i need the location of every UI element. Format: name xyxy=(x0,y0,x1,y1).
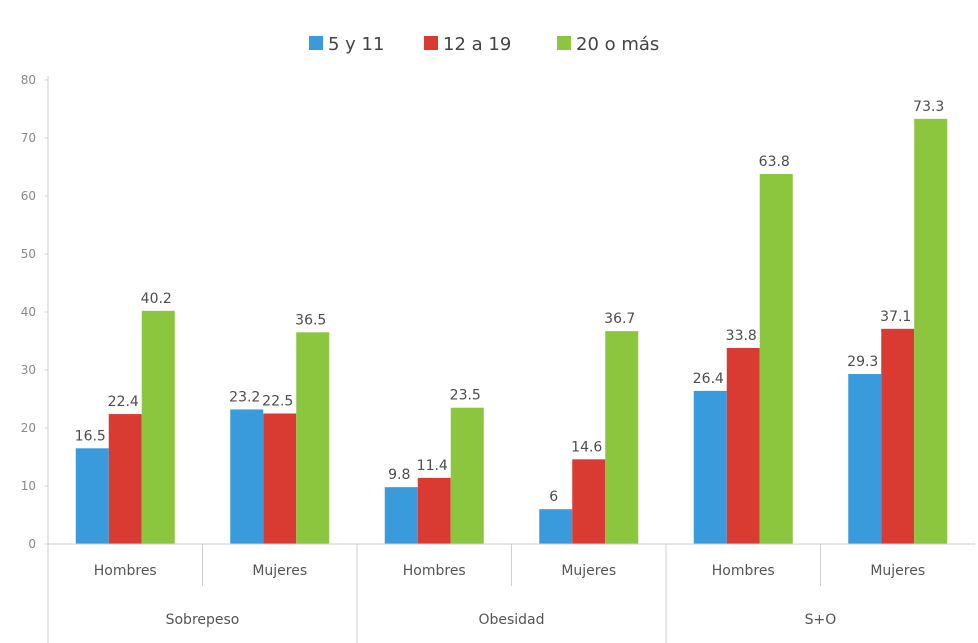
bar-2-2 xyxy=(263,413,297,544)
data-label-1-1: 16.5 xyxy=(75,428,106,444)
bar-1-3 xyxy=(384,487,418,544)
y-tick-label-0: 0 xyxy=(28,537,36,551)
y-axis: 0 10 20 30 40 50 60 70 80 xyxy=(21,73,49,643)
y-tick-label-60: 60 xyxy=(21,189,36,203)
bar-2-1 xyxy=(108,414,142,544)
bar-3-4 xyxy=(605,331,639,544)
data-label-2-6: 37.1 xyxy=(880,309,911,325)
data-label-3-6: 73.3 xyxy=(913,99,944,115)
legend-label-1: 5 y 11 xyxy=(328,34,384,55)
data-label-3-4: 36.7 xyxy=(604,311,635,327)
bar-1-1 xyxy=(75,448,109,544)
bar-3-5 xyxy=(759,173,793,544)
bar-1-6 xyxy=(848,374,882,544)
bar-3-3 xyxy=(450,407,484,544)
bar-1-2 xyxy=(230,409,264,544)
data-label-2-5: 33.8 xyxy=(726,328,757,344)
y-tick-label-80: 80 xyxy=(21,73,36,87)
data-label-3-2: 36.5 xyxy=(295,312,326,328)
data-label-1-2: 23.2 xyxy=(229,389,260,405)
y-tick-label-30: 30 xyxy=(21,363,36,377)
data-label-1-6: 29.3 xyxy=(847,354,878,370)
bars xyxy=(75,118,948,545)
bar-3-2 xyxy=(296,332,330,544)
x-axis: Hombres Mujeres Hombres Mujeres Hombres Mujer… xyxy=(48,543,975,643)
legend-swatch-3 xyxy=(557,36,571,50)
data-label-1-5: 26.4 xyxy=(693,371,724,387)
data-label-1-4: 6 xyxy=(549,489,558,505)
x-category-label-4: Mujeres xyxy=(561,563,616,579)
y-tick-label-10: 10 xyxy=(21,479,36,493)
x-category-label-3: Hombres xyxy=(403,563,466,579)
x-category-label-5: Hombres xyxy=(712,563,775,579)
y-tick-label-20: 20 xyxy=(21,421,36,435)
legend-swatch-2 xyxy=(424,36,438,50)
x-category-label-6: Mujeres xyxy=(870,563,925,579)
data-label-2-2: 22.5 xyxy=(262,394,293,410)
x-group-label-2: Obesidad xyxy=(478,612,544,628)
bar-1-5 xyxy=(693,390,727,544)
legend-swatch-1 xyxy=(309,36,323,50)
bar-2-4 xyxy=(572,459,606,544)
data-label-2-4: 14.6 xyxy=(571,439,602,455)
bar-3-6 xyxy=(914,118,948,545)
y-tick-label-70: 70 xyxy=(21,131,36,145)
bar-3-1 xyxy=(141,310,175,544)
x-category-label-1: Hombres xyxy=(94,563,157,579)
data-label-3-5: 63.8 xyxy=(759,154,790,170)
bar-1-4 xyxy=(539,509,573,544)
data-label-2-3: 11.4 xyxy=(417,458,448,474)
x-group-label-3: S+O xyxy=(805,612,837,628)
legend-label-3: 20 o más xyxy=(576,34,659,55)
legend: 5 y 11 12 a 19 20 o más xyxy=(309,34,659,55)
data-labels: 16.5 22.4 40.2 23.2 22.5 36.5 9.8 11.4 23.5 6 14.6… xyxy=(75,99,945,505)
data-label-2-1: 22.4 xyxy=(108,394,139,410)
data-label-3-3: 23.5 xyxy=(450,388,481,404)
bar-2-5 xyxy=(726,347,760,544)
data-label-1-3: 9.8 xyxy=(388,467,410,483)
bar-2-6 xyxy=(881,328,915,544)
bar-2-3 xyxy=(417,477,451,544)
x-group-label-1: Sobrepeso xyxy=(166,612,240,628)
data-label-3-1: 40.2 xyxy=(141,291,172,307)
x-category-label-2: Mujeres xyxy=(252,563,307,579)
y-tick-label-50: 50 xyxy=(21,247,36,261)
y-tick-label-40: 40 xyxy=(21,305,36,319)
legend-label-2: 12 a 19 xyxy=(443,34,511,55)
